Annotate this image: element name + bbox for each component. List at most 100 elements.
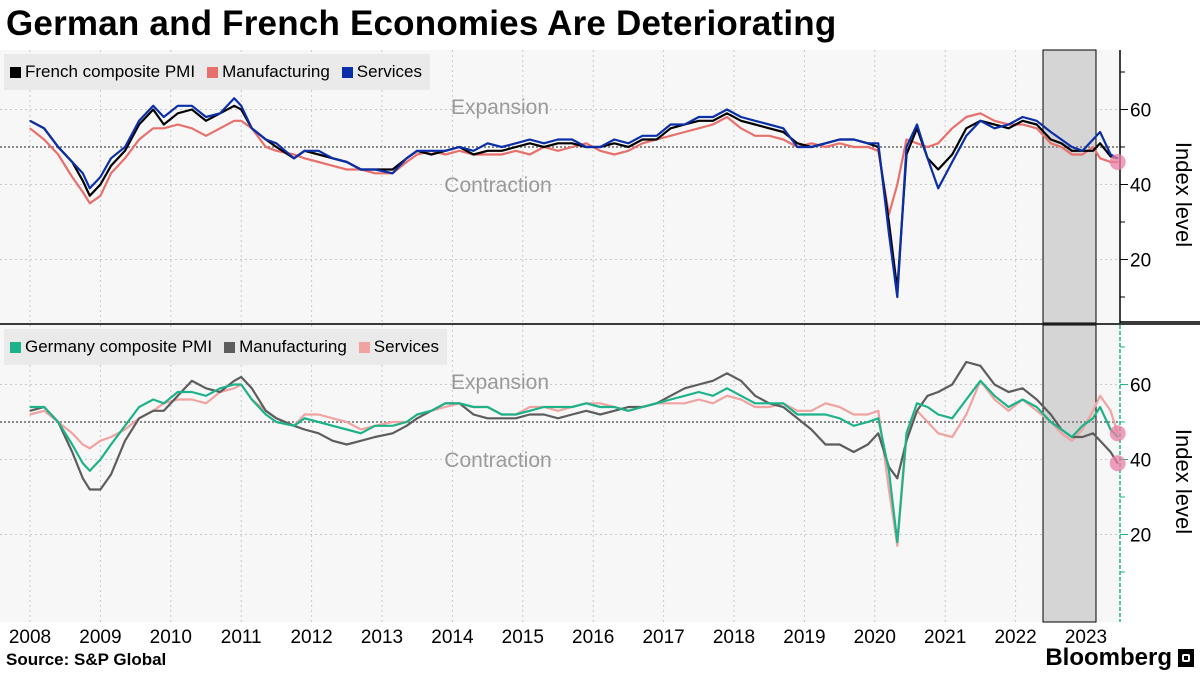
annotation-expansion: Expansion <box>451 96 549 119</box>
data-point <box>515 146 517 148</box>
data-point <box>698 391 700 393</box>
data-point <box>796 417 799 419</box>
data-point <box>275 421 277 423</box>
data-point <box>585 410 587 412</box>
latest-value-marker <box>1109 455 1126 472</box>
y-axis-title: Index level <box>1171 429 1196 534</box>
data-point <box>1050 138 1052 141</box>
data-point <box>726 116 728 118</box>
data-point <box>1036 120 1038 122</box>
data-point <box>99 183 101 186</box>
data-point <box>318 421 320 423</box>
data-point <box>529 138 531 141</box>
data-point <box>641 135 644 137</box>
data-point <box>304 417 306 419</box>
data-point <box>293 153 295 156</box>
data-point <box>1092 146 1094 148</box>
data-point <box>29 410 31 412</box>
data-point <box>965 398 967 401</box>
data-point <box>1099 406 1101 408</box>
y-tick-label: 20 <box>1130 251 1151 272</box>
data-point <box>275 142 277 144</box>
data-point <box>89 470 91 472</box>
data-point <box>810 413 813 416</box>
data-point <box>1081 428 1084 431</box>
data-point <box>1060 138 1062 141</box>
data-point <box>430 410 432 412</box>
data-point <box>927 406 929 408</box>
data-point <box>515 413 517 416</box>
data-point <box>543 142 545 144</box>
data-point <box>275 150 277 152</box>
data-point <box>824 142 827 144</box>
data-point <box>670 127 672 129</box>
data-point <box>712 402 714 404</box>
data-point <box>810 146 813 148</box>
data-point <box>627 142 630 144</box>
data-point <box>233 380 235 382</box>
data-point <box>1022 120 1024 122</box>
data-point <box>318 150 320 152</box>
data-point <box>670 135 672 137</box>
data-point <box>304 428 306 431</box>
x-tick-label: 2009 <box>79 627 121 648</box>
data-point <box>406 421 408 423</box>
data-point <box>684 123 686 126</box>
data-point <box>71 176 73 178</box>
data-point <box>124 146 126 148</box>
data-point <box>219 127 221 129</box>
x-tick-label: 2011 <box>221 627 262 648</box>
data-point <box>916 123 918 126</box>
data-point <box>332 425 334 427</box>
data-point <box>1081 425 1084 427</box>
data-point <box>896 541 898 543</box>
data-point <box>177 395 179 397</box>
data-point <box>392 421 394 423</box>
y-tick-label: 40 <box>1130 451 1151 472</box>
data-point <box>392 172 394 174</box>
data-point <box>993 398 996 401</box>
data-point <box>712 120 714 122</box>
data-point <box>927 146 929 148</box>
data-point <box>1110 410 1112 412</box>
data-point <box>1071 146 1073 148</box>
data-point <box>951 127 953 129</box>
y-tick-label: 60 <box>1130 376 1151 397</box>
data-point <box>89 447 91 449</box>
data-point <box>240 383 242 386</box>
y-tick-label: 40 <box>1130 176 1151 197</box>
data-point <box>810 410 813 412</box>
data-point <box>916 402 918 404</box>
x-tick-label: 2014 <box>431 627 474 648</box>
data-point <box>487 417 489 419</box>
data-point <box>951 417 953 419</box>
data-point <box>416 417 418 419</box>
data-point <box>265 410 267 412</box>
data-point <box>82 191 84 193</box>
data-point <box>163 127 165 129</box>
data-point <box>392 425 394 427</box>
data-point <box>853 146 855 148</box>
data-point <box>487 142 489 144</box>
data-point <box>627 150 630 152</box>
data-point <box>782 406 784 408</box>
data-point <box>1008 410 1010 412</box>
legend-item-french-composite: French composite PMI <box>10 62 195 82</box>
data-point <box>89 195 91 197</box>
data-point <box>71 161 73 163</box>
data-point <box>406 161 408 163</box>
data-point <box>557 417 559 419</box>
data-point <box>1050 142 1052 144</box>
data-point <box>1060 142 1062 144</box>
plot-background <box>0 325 1120 622</box>
data-point <box>392 432 394 434</box>
data-point <box>487 150 489 152</box>
data-point <box>152 398 154 401</box>
data-point <box>110 436 112 438</box>
data-point <box>599 402 601 404</box>
data-point <box>1092 138 1094 141</box>
annotation-contraction: Contraction <box>444 449 551 472</box>
data-point <box>1099 131 1101 133</box>
data-point <box>82 180 84 182</box>
data-point <box>867 146 869 148</box>
